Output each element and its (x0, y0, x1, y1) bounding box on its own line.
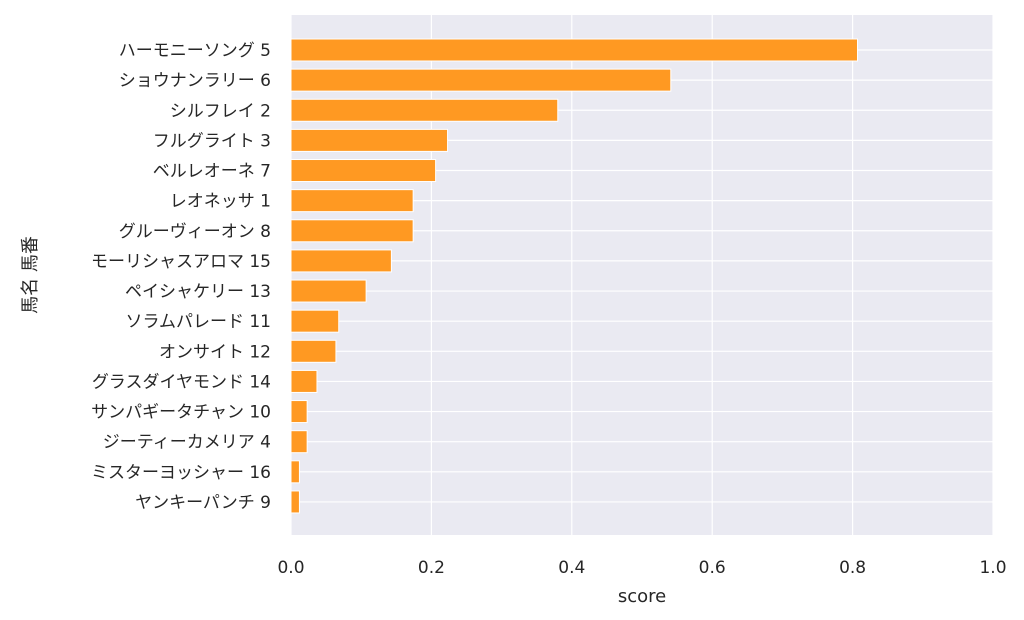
bar (290, 400, 308, 424)
plot-area (291, 15, 993, 535)
bar (290, 219, 414, 243)
y-tick-label: モーリシャスアロマ 15 (91, 252, 271, 272)
x-tick-labels: 0.0 0.2 0.4 0.6 0.8 1.0 (277, 558, 1006, 578)
x-tick-label: 0.2 (418, 558, 445, 578)
bar (290, 249, 392, 273)
x-axis-label: score (618, 586, 666, 607)
bar (290, 159, 437, 183)
y-tick-label: ショウナンラリー 6 (119, 71, 271, 91)
bar (290, 279, 367, 303)
y-tick-label: シルフレイ 2 (170, 101, 271, 121)
bar (290, 128, 449, 152)
bar (290, 98, 559, 122)
bar (290, 369, 318, 393)
bar (290, 339, 337, 363)
x-tick-label: 0.0 (277, 558, 304, 578)
bar (290, 38, 859, 62)
y-tick-label: グラスダイヤモンド 14 (92, 372, 271, 392)
x-tick-label: 0.4 (558, 558, 585, 578)
x-tick-label: 1.0 (979, 558, 1006, 578)
y-tick-label: ハーモニーソング 5 (119, 41, 271, 61)
bar (290, 309, 340, 333)
y-tick-label: サンパギータチャン 10 (91, 403, 271, 423)
y-tick-label: レオネッサ 1 (170, 192, 271, 212)
y-tick-label: ソラムパレード 11 (125, 312, 271, 332)
y-tick-label: グルーヴィーオン 8 (119, 222, 271, 242)
bar (290, 460, 300, 484)
bar (290, 68, 672, 92)
y-tick-label: ヤンキーパンチ 9 (135, 493, 271, 513)
x-tick-label: 0.8 (839, 558, 866, 578)
y-tick-label: ベルレオーネ 7 (153, 162, 271, 182)
y-tick-label: ジーティーカメリア 4 (103, 433, 271, 453)
y-tick-label: オンサイト 12 (159, 342, 271, 362)
y-tick-label: ペイシャケリー 13 (125, 282, 271, 302)
y-axis-label: 馬名 馬番 (20, 236, 41, 314)
bar (290, 430, 308, 454)
y-tick-label: ミスターヨッシャー 16 (91, 463, 271, 483)
y-tick-labels: ハーモニーソング 5 ショウナンラリー 6 シルフレイ 2 フルグライト 3 ベルレオー… (91, 41, 271, 513)
bars (290, 38, 859, 514)
y-tick-label: フルグライト 3 (153, 131, 271, 151)
x-tick-label: 0.6 (699, 558, 726, 578)
bar (290, 189, 414, 213)
bar (290, 490, 300, 514)
